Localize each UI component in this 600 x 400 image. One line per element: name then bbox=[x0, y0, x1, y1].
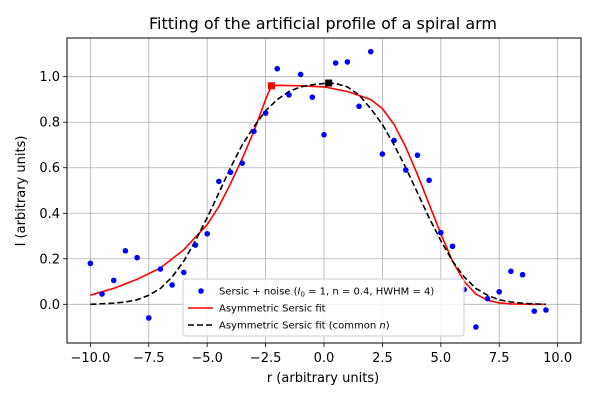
legend-marker bbox=[198, 288, 204, 294]
fit-line-common-n bbox=[90, 82, 547, 306]
data-point bbox=[332, 60, 339, 66]
data-point bbox=[484, 295, 491, 302]
legend-label-rest: ) bbox=[386, 321, 390, 332]
data-point bbox=[531, 308, 538, 314]
data-point bbox=[367, 48, 374, 55]
data-point bbox=[181, 269, 187, 276]
data-point bbox=[321, 131, 327, 138]
legend-label: Sersic + noise (I0 = 1, n = 0.4, HWHM = … bbox=[219, 287, 434, 299]
data-point bbox=[204, 230, 210, 237]
data-point bbox=[87, 260, 94, 267]
data-point bbox=[519, 271, 526, 278]
y-tick-label: 1.0 bbox=[39, 70, 60, 85]
y-tick-label: 0.8 bbox=[39, 116, 60, 131]
data-point bbox=[508, 268, 514, 275]
data-point bbox=[426, 177, 432, 184]
y-tick-label: 0.2 bbox=[39, 252, 60, 267]
data-point bbox=[262, 110, 269, 116]
legend-label-subscript: 0 bbox=[300, 291, 304, 299]
data-point bbox=[274, 65, 281, 72]
x-tick-label: −2.5 bbox=[250, 351, 282, 366]
plot-area bbox=[87, 48, 549, 330]
legend-label-italic: n bbox=[379, 321, 385, 332]
legend-label-text: Asymmetric Sersic fit bbox=[219, 304, 326, 315]
legend-box bbox=[182, 278, 465, 337]
legend-label-text: Sersic + noise ( bbox=[219, 287, 298, 298]
chart-title: Fitting of the artificial profile of a s… bbox=[149, 14, 497, 33]
peak-marker bbox=[267, 82, 275, 90]
data-point bbox=[543, 307, 549, 313]
data-point bbox=[473, 324, 479, 330]
axis-ticks: −10.0 −7.5 −5.0 −2.5 0.0 2.5 5.0 7.5 10.0 0.0 0.2 0… bbox=[39, 70, 572, 366]
data-point bbox=[227, 169, 234, 176]
data-point bbox=[122, 248, 129, 254]
data-point bbox=[157, 266, 164, 272]
y-tick-label: 0.4 bbox=[39, 207, 60, 222]
x-tick-label: 2.5 bbox=[372, 351, 393, 366]
data-point bbox=[99, 291, 105, 297]
data-point bbox=[192, 242, 199, 248]
data-point bbox=[379, 151, 386, 157]
x-tick-label: −7.5 bbox=[133, 351, 165, 366]
legend-label-italic: I bbox=[298, 287, 301, 298]
data-point bbox=[449, 243, 456, 250]
legend-label: Asymmetric Sersic fit bbox=[219, 304, 326, 315]
data-point bbox=[391, 137, 397, 144]
x-tick-label: 0.0 bbox=[314, 351, 335, 366]
data-point bbox=[297, 71, 304, 78]
y-tick-label: 0.0 bbox=[39, 298, 60, 313]
data-point bbox=[134, 254, 140, 261]
x-tick-label: −10.0 bbox=[70, 351, 110, 366]
x-tick-label: 10.0 bbox=[543, 351, 572, 366]
x-axis-label: r (arbitrary units) bbox=[267, 371, 379, 386]
legend: Sersic + noise (I0 = 1, n = 0.4, HWHM = … bbox=[182, 278, 465, 337]
legend-label: Asymmetric Sersic fit (common n) bbox=[219, 321, 390, 332]
data-point bbox=[344, 59, 351, 65]
grid bbox=[67, 38, 581, 343]
data-point bbox=[414, 152, 421, 159]
fit-line bbox=[90, 84, 546, 306]
y-axis-label: I (arbitrary units) bbox=[14, 136, 29, 247]
x-tick-label: 7.5 bbox=[489, 351, 510, 366]
peak-marker bbox=[325, 79, 333, 87]
data-point bbox=[251, 128, 257, 135]
data-point bbox=[216, 178, 222, 185]
y-tick-label: 0.6 bbox=[39, 161, 60, 176]
data-point bbox=[239, 160, 246, 166]
data-point bbox=[438, 229, 444, 236]
legend-label-rest: = 1, n = 0.4, HWHM = 4) bbox=[305, 287, 434, 298]
data-point bbox=[169, 282, 175, 288]
data-point bbox=[356, 103, 362, 110]
x-tick-label: −5.0 bbox=[191, 351, 223, 366]
data-point bbox=[145, 315, 152, 321]
data-point bbox=[110, 277, 117, 284]
data-point bbox=[402, 167, 409, 173]
data-point bbox=[286, 92, 292, 98]
legend-label-text: Asymmetric Sersic fit (common bbox=[219, 321, 379, 332]
data-point bbox=[496, 288, 503, 295]
x-tick-label: 5.0 bbox=[430, 351, 451, 366]
data-point bbox=[309, 94, 316, 100]
